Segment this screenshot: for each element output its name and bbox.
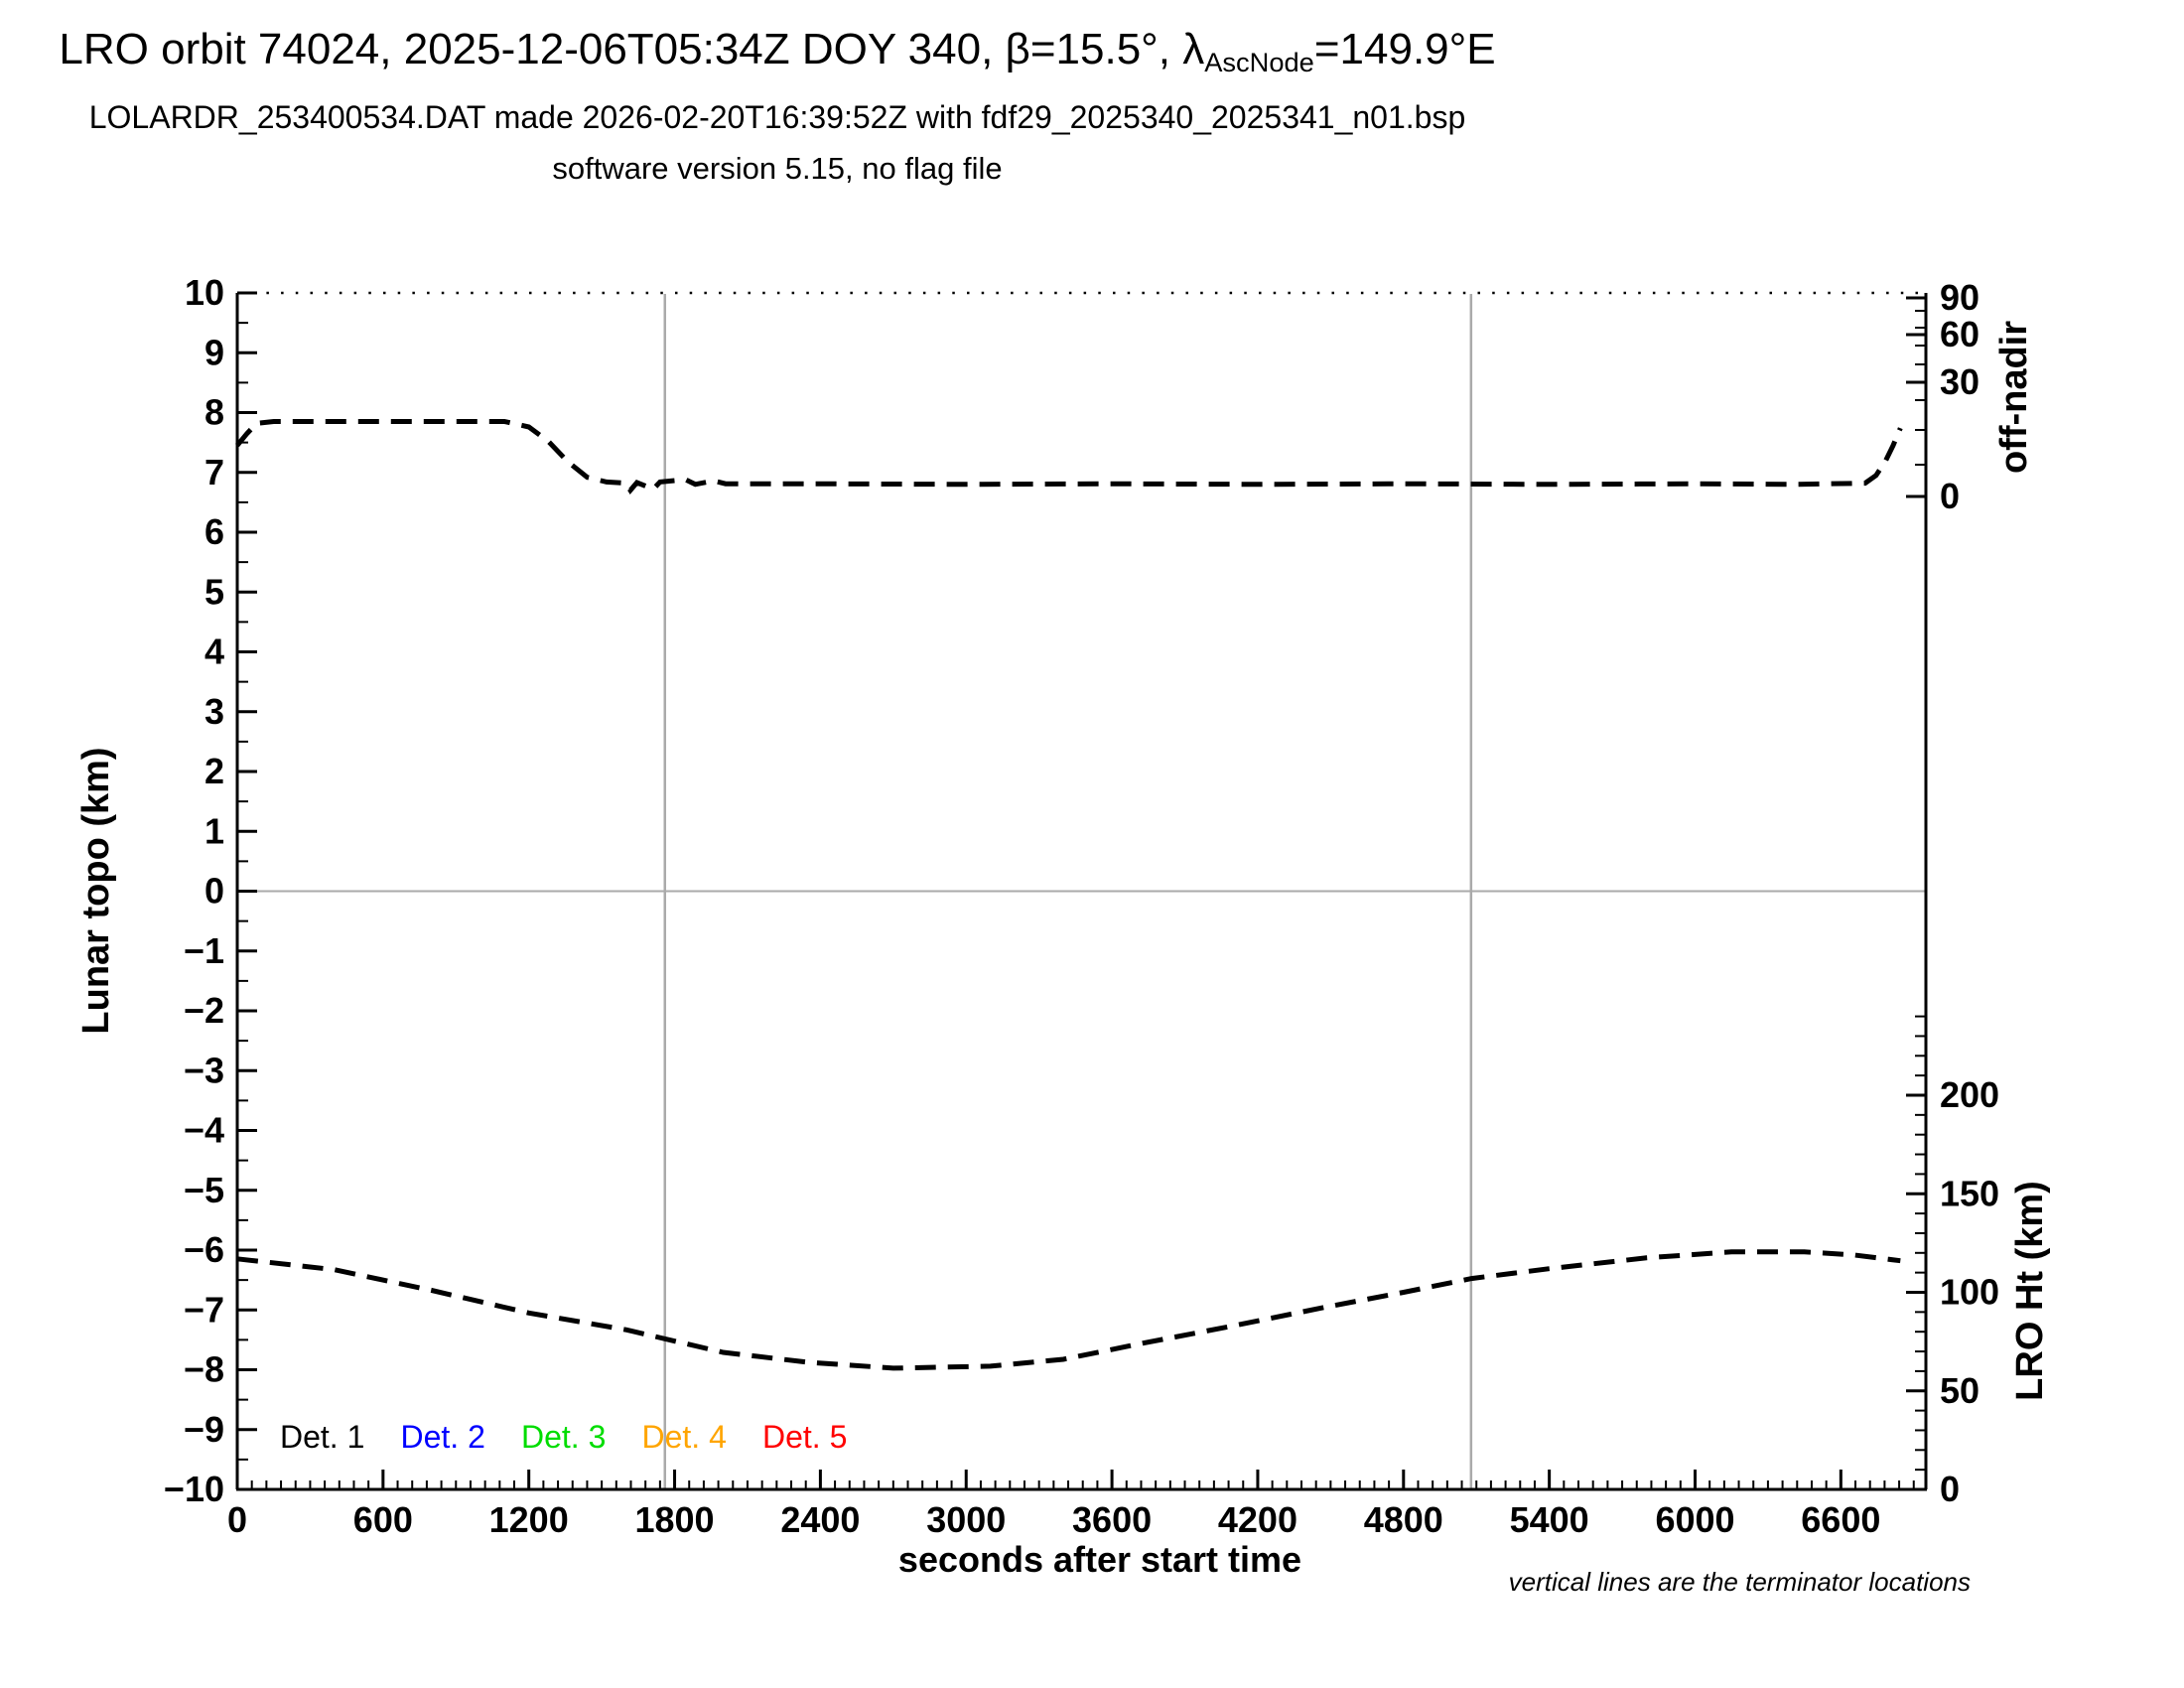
lro-height-curve (236, 1249, 1901, 1371)
right-axis-title-off-nadir: off-nadir (1993, 320, 2035, 475)
x-axis-title: seconds after start time (897, 1539, 1302, 1580)
left-tick-label: −4 (184, 1110, 224, 1151)
off-nadir-tick-label: 90 (1940, 277, 1979, 318)
left-tick-label: 3 (205, 691, 224, 732)
legend-item-2: Det. 2 (400, 1419, 485, 1455)
title-suffix: =149.9°E (1313, 25, 1496, 73)
ht-tick-label: 50 (1940, 1370, 1979, 1411)
plot-title: LRO orbit 74024, 2025-12-06T05:34Z DOY 3… (0, 25, 1555, 78)
off-nadir-curve (235, 419, 1903, 495)
legend-item-4: Det. 4 (641, 1419, 727, 1455)
title-prefix: LRO orbit 74024, 2025-12-06T05:34Z DOY 3… (59, 25, 1205, 73)
left-tick-label: 4 (205, 632, 224, 672)
left-tick-label: −5 (184, 1170, 224, 1210)
off-nadir-tick-label: 0 (1940, 476, 1960, 516)
left-tick-label: −3 (184, 1050, 224, 1090)
x-tick-label: 3000 (926, 1499, 1006, 1540)
legend-item-3: Det. 3 (521, 1419, 607, 1455)
plot-subtitle-version: software version 5.15, no flag file (552, 151, 1003, 186)
left-tick-label: −10 (164, 1469, 224, 1509)
left-tick-label: 1 (205, 810, 224, 851)
right-axis-title-lro-height: LRO Ht (km) (2009, 1181, 2051, 1401)
ht-tick-label: 100 (1940, 1272, 1999, 1313)
x-tick-label: 6000 (1655, 1499, 1734, 1540)
title-lambda-subscript: AscNode (1204, 47, 1314, 78)
ht-tick-label: 0 (1940, 1469, 1960, 1509)
x-tick-label: 5400 (1510, 1499, 1589, 1540)
ht-tick-label: 200 (1940, 1074, 1999, 1115)
left-tick-label: −2 (184, 990, 224, 1031)
left-tick-label: −1 (184, 930, 224, 971)
left-tick-label: 9 (205, 332, 224, 372)
left-tick-label: −9 (184, 1409, 224, 1450)
x-tick-label: 0 (227, 1499, 247, 1540)
x-tick-label: 1800 (634, 1499, 714, 1540)
off-nadir-tick-label: 60 (1940, 314, 1979, 354)
plot-subtitle-filename: LOLARDR_253400534.DAT made 2026-02-20T16… (88, 99, 1466, 135)
left-tick-label: 6 (205, 511, 224, 552)
left-tick-label: 5 (205, 571, 224, 612)
left-axis-title: Lunar topo (km) (75, 747, 117, 1035)
left-tick-label: 0 (205, 871, 224, 912)
left-tick-label: 2 (205, 751, 224, 791)
left-tick-label: −7 (184, 1289, 224, 1330)
left-tick-label: 7 (205, 452, 224, 492)
left-tick-label: −8 (184, 1349, 224, 1390)
legend-item-5: Det. 5 (762, 1419, 848, 1455)
ht-tick-label: 150 (1940, 1173, 1999, 1213)
x-tick-label: 1200 (489, 1499, 569, 1540)
legend-item-1: Det. 1 (280, 1419, 365, 1455)
x-tick-label: 3600 (1072, 1499, 1152, 1540)
x-tick-label: 600 (353, 1499, 413, 1540)
x-tick-label: 6600 (1801, 1499, 1880, 1540)
left-tick-label: −6 (184, 1229, 224, 1270)
x-tick-label: 4200 (1218, 1499, 1297, 1540)
left-tick-label: 8 (205, 392, 224, 433)
left-tick-label: 10 (185, 272, 224, 313)
x-tick-label: 2400 (780, 1499, 860, 1540)
off-nadir-tick-label: 30 (1940, 361, 1979, 402)
x-tick-label: 4800 (1364, 1499, 1443, 1540)
terminator-footnote: vertical lines are the terminator locati… (1508, 1567, 1971, 1597)
